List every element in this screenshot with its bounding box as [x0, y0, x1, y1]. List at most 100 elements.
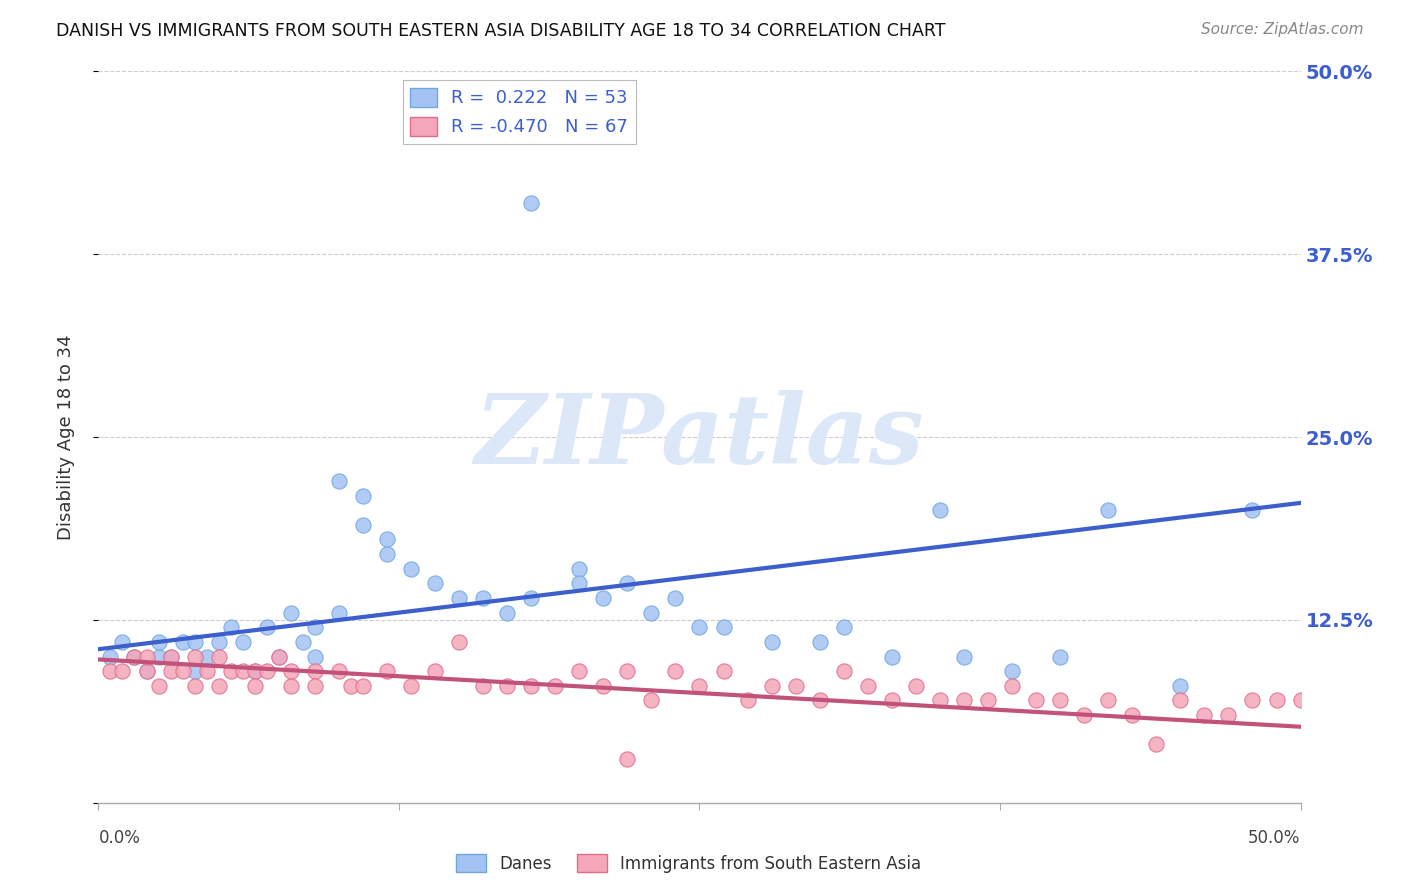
Point [256, 620, 278, 634]
Point [544, 679, 567, 693]
Point [640, 693, 662, 707]
Point [304, 649, 326, 664]
Point [172, 635, 194, 649]
Point [232, 664, 254, 678]
Point [761, 635, 783, 649]
Point [640, 606, 662, 620]
Point [352, 679, 374, 693]
Point [737, 693, 759, 707]
Point [520, 679, 543, 693]
Point [219, 620, 242, 634]
Point [232, 635, 254, 649]
Text: Source: ZipAtlas.com: Source: ZipAtlas.com [1201, 22, 1364, 37]
Point [472, 679, 495, 693]
Point [1241, 503, 1264, 517]
Text: DANISH VS IMMIGRANTS FROM SOUTH EASTERN ASIA DISABILITY AGE 18 TO 34 CORRELATION: DANISH VS IMMIGRANTS FROM SOUTH EASTERN … [56, 22, 946, 40]
Point [352, 489, 374, 503]
Point [304, 620, 326, 634]
Point [135, 664, 157, 678]
Point [100, 649, 122, 664]
Point [1121, 708, 1143, 723]
Point [1218, 708, 1240, 723]
Point [1170, 679, 1192, 693]
Point [267, 649, 290, 664]
Point [304, 664, 326, 678]
Point [568, 664, 591, 678]
Point [280, 606, 302, 620]
Text: 50.0%: 50.0% [1249, 829, 1301, 847]
Point [423, 576, 446, 591]
Point [953, 649, 976, 664]
Point [592, 591, 614, 605]
Legend: R =  0.222   N = 53, R = -0.470   N = 67: R = 0.222 N = 53, R = -0.470 N = 67 [402, 80, 636, 144]
Legend: Danes, Immigrants from South Eastern Asia: Danes, Immigrants from South Eastern Asi… [450, 847, 928, 880]
Point [375, 664, 398, 678]
Point [832, 620, 855, 634]
Point [183, 664, 205, 678]
Point [159, 649, 181, 664]
Point [135, 649, 157, 664]
Point [219, 664, 242, 678]
Point [1289, 693, 1312, 707]
Point [100, 664, 122, 678]
Point [375, 533, 398, 547]
Point [1097, 693, 1119, 707]
Point [328, 474, 350, 488]
Point [423, 664, 446, 678]
Point [148, 679, 170, 693]
Point [195, 664, 218, 678]
Point [664, 664, 686, 678]
Point [267, 649, 290, 664]
Point [243, 679, 266, 693]
Point [328, 664, 350, 678]
Point [592, 679, 614, 693]
Point [953, 693, 976, 707]
Point [880, 649, 903, 664]
Point [208, 635, 231, 649]
Point [243, 664, 266, 678]
Point [664, 591, 686, 605]
Point [447, 591, 470, 605]
Point [1001, 664, 1024, 678]
Point [1241, 693, 1264, 707]
Point [1194, 708, 1216, 723]
Point [713, 664, 735, 678]
Point [616, 664, 638, 678]
Point [183, 679, 205, 693]
Point [148, 649, 170, 664]
Point [243, 664, 266, 678]
Point [472, 591, 495, 605]
Point [520, 591, 543, 605]
Point [340, 679, 363, 693]
Point [904, 679, 927, 693]
Point [1170, 693, 1192, 707]
Point [1025, 693, 1047, 707]
Point [304, 679, 326, 693]
Point [496, 606, 519, 620]
Text: ZIPatlas: ZIPatlas [475, 390, 924, 484]
Y-axis label: Disability Age 18 to 34: Disability Age 18 to 34 [56, 334, 75, 540]
Point [1001, 679, 1024, 693]
Point [159, 664, 181, 678]
Point [208, 649, 231, 664]
Point [159, 649, 181, 664]
Point [148, 635, 170, 649]
Point [1049, 649, 1071, 664]
Point [172, 664, 194, 678]
Point [124, 649, 146, 664]
Point [520, 196, 543, 211]
Point [375, 547, 398, 561]
Point [280, 679, 302, 693]
Point [183, 649, 205, 664]
Point [135, 664, 157, 678]
Point [447, 635, 470, 649]
Point [616, 576, 638, 591]
Point [183, 635, 205, 649]
Point [1144, 737, 1167, 751]
Point [713, 620, 735, 634]
Point [832, 664, 855, 678]
Point [689, 679, 711, 693]
Point [111, 635, 134, 649]
Point [208, 679, 231, 693]
Point [291, 635, 314, 649]
